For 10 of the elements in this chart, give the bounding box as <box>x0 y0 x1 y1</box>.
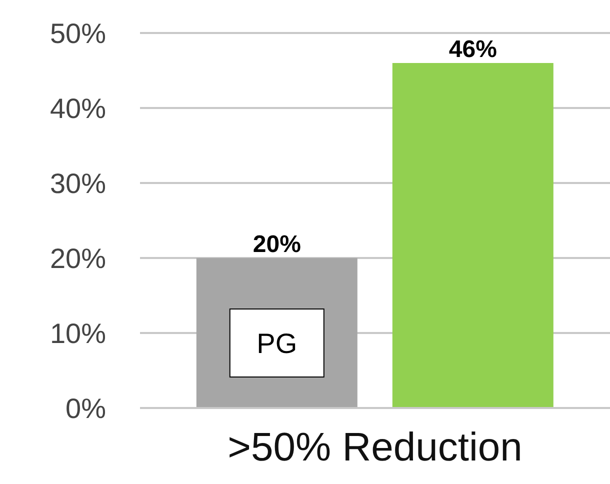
y-tick-label: 0% <box>66 392 106 424</box>
x-tick-label: >50% Reduction <box>228 425 522 470</box>
y-tick-label: 30% <box>50 168 106 199</box>
y-tick-label: 50% <box>50 18 106 49</box>
series-label: PG <box>256 328 298 359</box>
y-tick-label: 40% <box>50 92 106 124</box>
data-label: 20% <box>252 231 301 258</box>
y-tick-label: 10% <box>50 318 106 349</box>
y-tick-label: 20% <box>50 242 106 274</box>
data-label: 46% <box>448 36 497 63</box>
